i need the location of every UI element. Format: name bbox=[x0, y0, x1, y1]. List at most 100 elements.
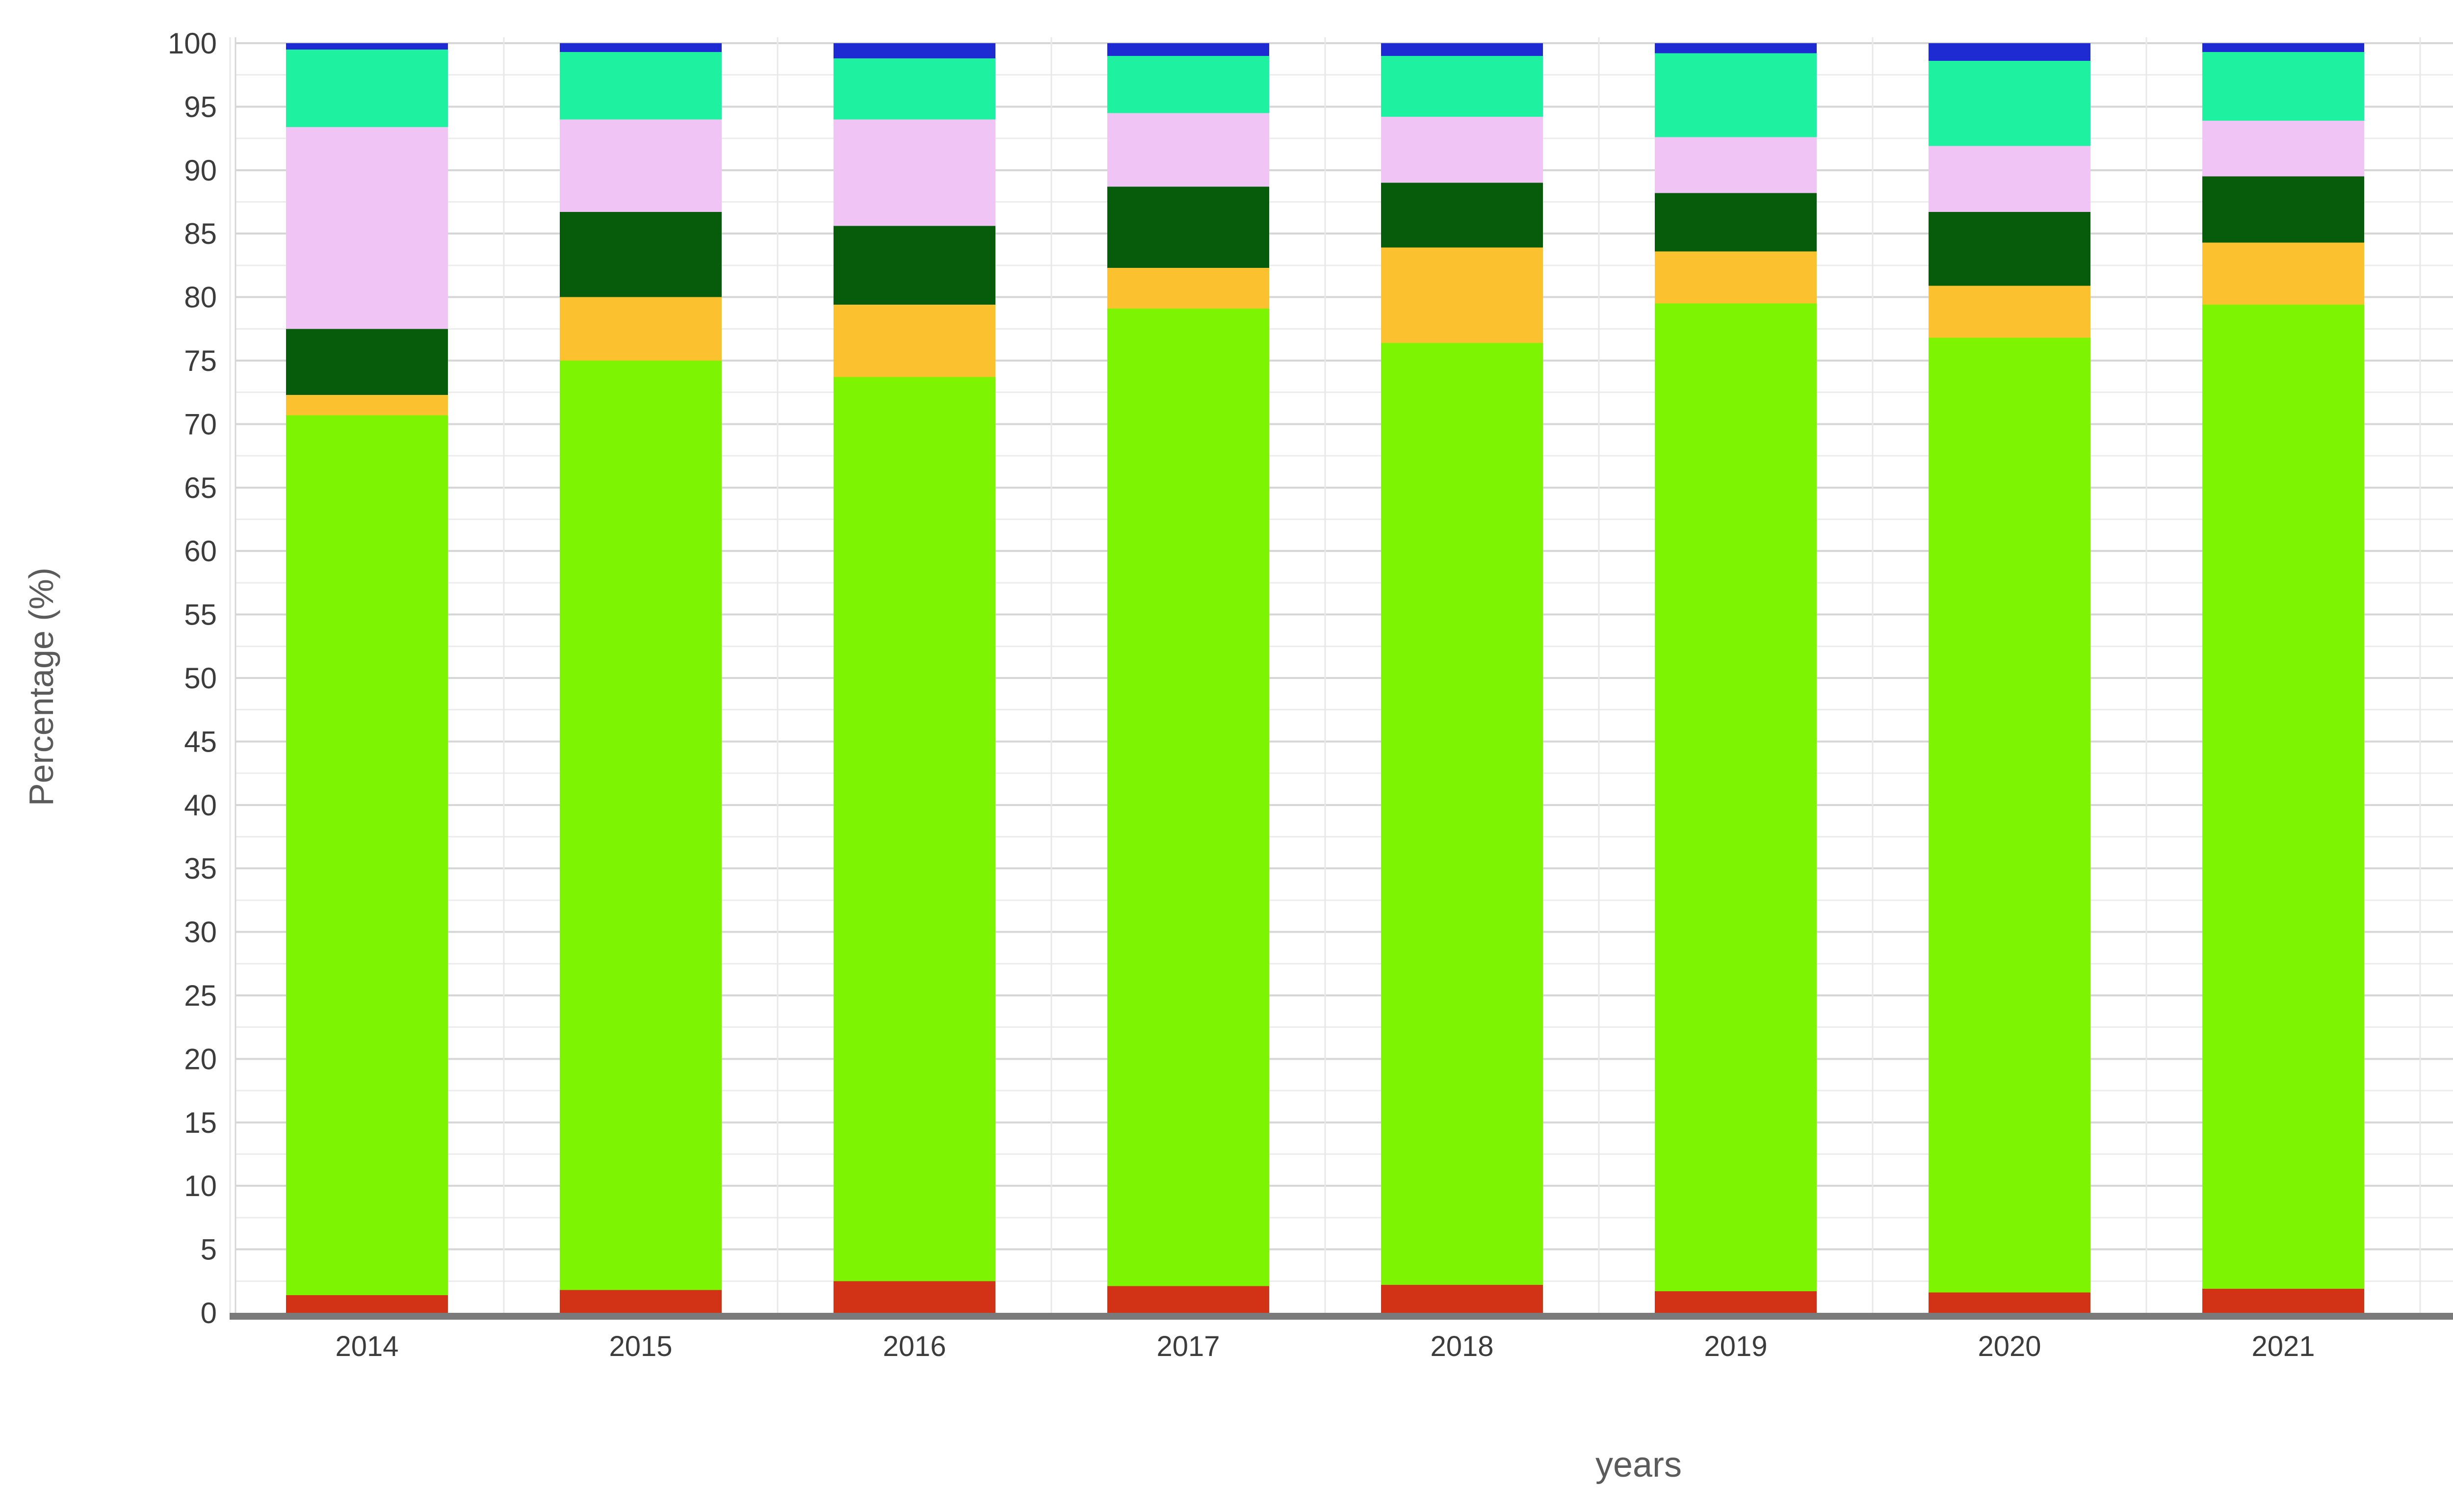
y-tick-label: 95 bbox=[184, 90, 217, 123]
y-tick-label: 65 bbox=[184, 471, 217, 504]
bar-segment-2015-built-up-land bbox=[560, 1290, 722, 1313]
y-tick-label: 15 bbox=[184, 1106, 217, 1139]
x-axis-tick-labels: 2014201520162017201820192020202120222023… bbox=[335, 1330, 2315, 1362]
bar-segment-2014-grasslands bbox=[286, 127, 448, 329]
bar-segment-2015-forest bbox=[560, 212, 722, 297]
bar-segment-2020-grasslands bbox=[1929, 146, 2090, 212]
bar-segment-2017-grasslands bbox=[1107, 113, 1269, 187]
y-axis-tick-labels: 0 5 10 15 20 25 30 35 40 45 50 55 60 65 70 75 80 85 90 95 10… bbox=[168, 27, 217, 1330]
bar-segment-2019-coffee bbox=[1655, 303, 1817, 1292]
x-tick-label: 2014 bbox=[335, 1330, 398, 1362]
bar-segment-2015-water bbox=[560, 43, 722, 52]
bar-segment-2015-grasslands bbox=[560, 119, 722, 212]
y-tick-label: 5 bbox=[201, 1233, 217, 1266]
bar-segment-2014-coffee bbox=[286, 415, 448, 1295]
y-tick-label: 85 bbox=[184, 217, 217, 250]
bar-segment-2017-forest bbox=[1107, 186, 1269, 268]
y-tick-label: 0 bbox=[201, 1297, 217, 1330]
y-tick-label: 55 bbox=[184, 599, 217, 631]
bar-segment-2016-grasslands bbox=[834, 119, 995, 226]
bar-segment-2020-coffee bbox=[1929, 338, 2090, 1293]
bar-segment-2020-built-up-land bbox=[1929, 1292, 2090, 1313]
bar-2017 bbox=[1107, 43, 1269, 1313]
bar-segment-2019-water bbox=[1655, 43, 1817, 53]
bar-segment-2018-water bbox=[1381, 43, 1543, 56]
bar-2015 bbox=[560, 43, 722, 1313]
bar-segment-2020-bamboo bbox=[1929, 61, 2090, 146]
y-tick-label: 35 bbox=[184, 852, 217, 885]
bar-segment-2018-grasslands bbox=[1381, 117, 1543, 183]
bar-segment-2020-bareland bbox=[1929, 286, 2090, 338]
y-tick-label: 90 bbox=[184, 154, 217, 187]
bar-segment-2019-bareland bbox=[1655, 251, 1817, 304]
bar-segment-2021-bareland bbox=[2202, 242, 2364, 305]
x-tick-label: 2021 bbox=[2251, 1330, 2315, 1362]
bar-segment-2016-built-up-land bbox=[834, 1281, 995, 1313]
bar-2016 bbox=[834, 43, 995, 1313]
y-axis-title: Percentage (%) bbox=[22, 568, 60, 806]
bar-segment-2018-bamboo bbox=[1381, 55, 1543, 117]
bar-segment-2015-bamboo bbox=[560, 52, 722, 120]
y-tick-label: 20 bbox=[184, 1043, 217, 1075]
bar-segment-2017-water bbox=[1107, 43, 1269, 56]
bar-segment-2014-water bbox=[286, 43, 448, 50]
bar-segment-2021-forest bbox=[2202, 176, 2364, 243]
bar-segment-2018-coffee bbox=[1381, 342, 1543, 1285]
bar-segment-2016-coffee bbox=[834, 377, 995, 1281]
bar-segment-2014-forest bbox=[286, 329, 448, 395]
x-tick-label: 2016 bbox=[883, 1330, 946, 1362]
bar-segment-2018-built-up-land bbox=[1381, 1285, 1543, 1313]
bar-segment-2017-bamboo bbox=[1107, 55, 1269, 113]
bar-segment-2021-bamboo bbox=[2202, 52, 2364, 121]
bar-segment-2016-bamboo bbox=[834, 58, 995, 120]
bar-2020 bbox=[1929, 43, 2090, 1313]
bar-segment-2017-coffee bbox=[1107, 308, 1269, 1286]
x-tick-label: 2020 bbox=[1978, 1330, 2041, 1362]
bar-segment-2019-bamboo bbox=[1655, 53, 1817, 137]
bar-segment-2015-coffee bbox=[560, 361, 722, 1290]
x-tick-label: 2017 bbox=[1156, 1330, 1220, 1362]
bar-segment-2017-bareland bbox=[1107, 268, 1269, 309]
x-tick-label: 2015 bbox=[609, 1330, 672, 1362]
y-tick-label: 10 bbox=[184, 1170, 217, 1202]
bar-segment-2021-coffee bbox=[2202, 305, 2364, 1289]
y-tick-label: 80 bbox=[184, 281, 217, 314]
bar-segment-2021-built-up-land bbox=[2202, 1288, 2364, 1313]
bar-segment-2017-built-up-land bbox=[1107, 1286, 1269, 1313]
bar-segment-2019-built-up-land bbox=[1655, 1291, 1817, 1313]
bar-segment-2014-bamboo bbox=[286, 49, 448, 127]
bar-segment-2019-grasslands bbox=[1655, 137, 1817, 193]
bar-2018 bbox=[1381, 43, 1543, 1313]
x-axis-title: years bbox=[1595, 1445, 1682, 1485]
bar-segment-2021-grasslands bbox=[2202, 120, 2364, 177]
bar-segment-2016-bareland bbox=[834, 305, 995, 377]
y-tick-label: 50 bbox=[184, 662, 217, 695]
y-tick-label: 45 bbox=[184, 725, 217, 758]
y-tick-label: 60 bbox=[184, 535, 217, 568]
bars bbox=[286, 43, 2364, 1313]
y-tick-label: 25 bbox=[184, 979, 217, 1012]
bar-2014 bbox=[286, 43, 448, 1313]
y-tick-label: 75 bbox=[184, 344, 217, 377]
y-tick-label: 30 bbox=[184, 916, 217, 949]
bar-segment-2018-bareland bbox=[1381, 247, 1543, 343]
x-tick-label: 2019 bbox=[1704, 1330, 1767, 1362]
bar-2019 bbox=[1655, 43, 1817, 1313]
bar-2021 bbox=[2202, 43, 2364, 1313]
bar-segment-2020-water bbox=[1929, 43, 2090, 61]
y-tick-label: 40 bbox=[184, 789, 217, 822]
bar-segment-2014-bareland bbox=[286, 394, 448, 416]
bar-segment-2014-built-up-land bbox=[286, 1295, 448, 1313]
bar-segment-2020-forest bbox=[1929, 212, 2090, 286]
bar-segment-2016-forest bbox=[834, 226, 995, 305]
y-tick-label: 70 bbox=[184, 408, 217, 441]
bar-segment-2016-water bbox=[834, 43, 995, 59]
bar-segment-2015-bareland bbox=[560, 297, 722, 361]
bar-segment-2019-forest bbox=[1655, 193, 1817, 252]
bar-segment-2021-water bbox=[2202, 43, 2364, 52]
y-tick-label: 100 bbox=[168, 27, 217, 60]
x-tick-label: 2018 bbox=[1430, 1330, 1493, 1362]
bar-segment-2018-forest bbox=[1381, 182, 1543, 248]
